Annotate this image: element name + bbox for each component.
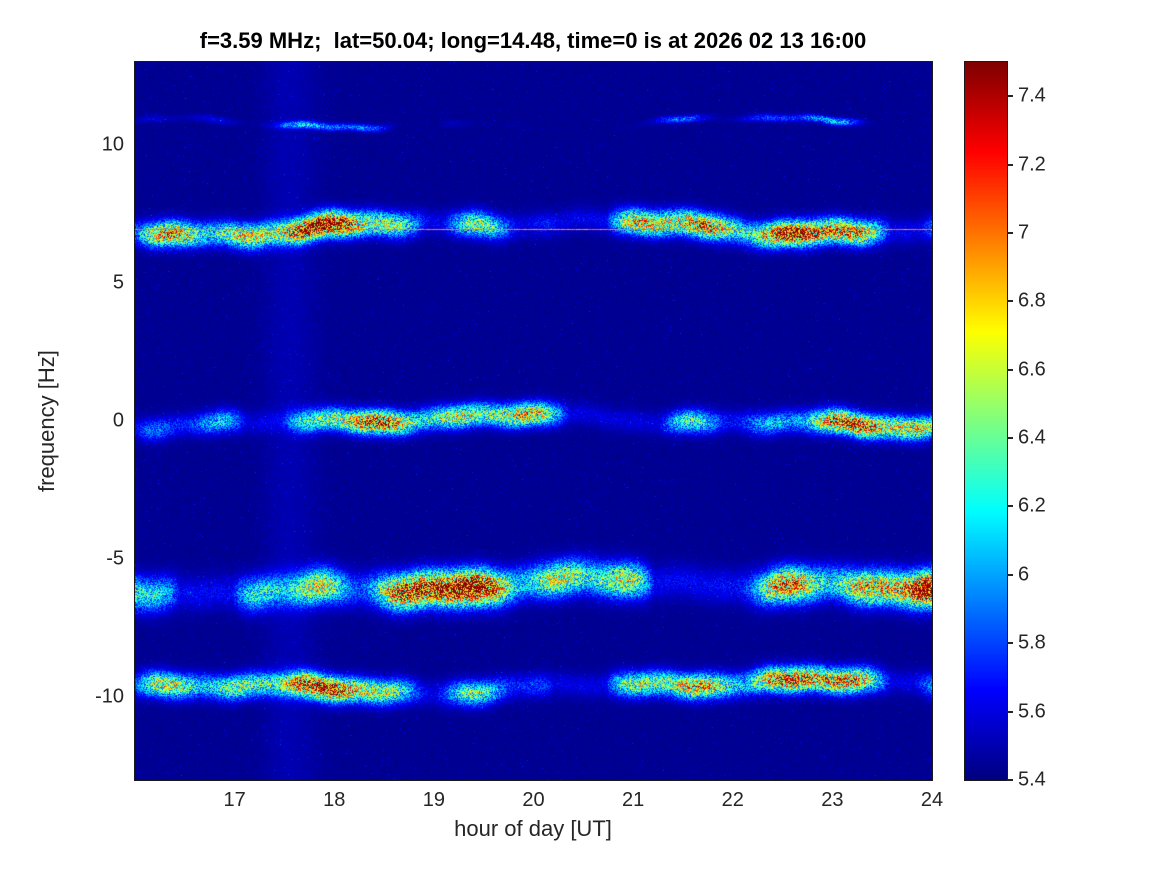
colorbar-tick-mark bbox=[1007, 573, 1013, 576]
colorbar-tick-mark bbox=[1007, 231, 1013, 234]
colorbar-tick-label: 5.4 bbox=[1018, 768, 1046, 791]
colorbar-tick-mark bbox=[1007, 437, 1013, 440]
colorbar-tick-label: 6.4 bbox=[1018, 426, 1046, 449]
colorbar-tick-label: 7.4 bbox=[1018, 84, 1046, 107]
colorbar-tick-label: 5.8 bbox=[1018, 631, 1046, 654]
colorbar-tick-mark bbox=[1007, 300, 1013, 303]
colorbar-tick-mark bbox=[1007, 163, 1013, 166]
y-tick-label: 10 bbox=[101, 133, 124, 156]
colorbar-tick-mark bbox=[1007, 368, 1013, 371]
colorbar-tick-label: 6 bbox=[1018, 563, 1030, 586]
colorbar-tick-mark bbox=[1007, 95, 1013, 98]
colorbar-tick-mark bbox=[1007, 710, 1013, 713]
colorbar-tick-mark bbox=[1007, 505, 1013, 508]
x-tick-label: 24 bbox=[920, 789, 944, 811]
colorbar-tick-label: 6.6 bbox=[1018, 358, 1046, 381]
y-tick-label: -5 bbox=[106, 547, 124, 570]
y-tick-label: 5 bbox=[112, 271, 124, 294]
y-tick-label: -10 bbox=[95, 685, 124, 708]
y-tick-label: 0 bbox=[112, 409, 124, 432]
spectrogram-canvas bbox=[135, 62, 932, 780]
plot-area bbox=[134, 61, 933, 781]
x-tick-label: 17 bbox=[223, 789, 246, 811]
x-tick-label: 20 bbox=[522, 789, 545, 811]
x-axis-label: hour of day [UT] bbox=[454, 816, 612, 841]
colorbar-tick-label: 6.8 bbox=[1018, 289, 1046, 312]
colorbar-tick-label: 7.2 bbox=[1018, 153, 1046, 176]
colorbar bbox=[964, 61, 1008, 781]
x-tick-label: 23 bbox=[821, 789, 844, 811]
x-tick-label: 18 bbox=[323, 789, 346, 811]
plot-title: f=3.59 MHz; lat=50.04; long=14.48, time=… bbox=[199, 28, 867, 53]
x-tick-label: 21 bbox=[622, 789, 645, 811]
colorbar-tick-label: 6.2 bbox=[1018, 494, 1046, 517]
colorbar-tick-label: 5.6 bbox=[1018, 700, 1046, 723]
colorbar-tick-mark bbox=[1007, 779, 1013, 781]
x-tick-label: 19 bbox=[422, 789, 445, 811]
colorbar-tick-label: 7 bbox=[1018, 221, 1030, 244]
x-tick-label: 22 bbox=[721, 789, 744, 811]
colorbar-canvas bbox=[965, 62, 1007, 780]
colorbar-tick-mark bbox=[1007, 642, 1013, 645]
